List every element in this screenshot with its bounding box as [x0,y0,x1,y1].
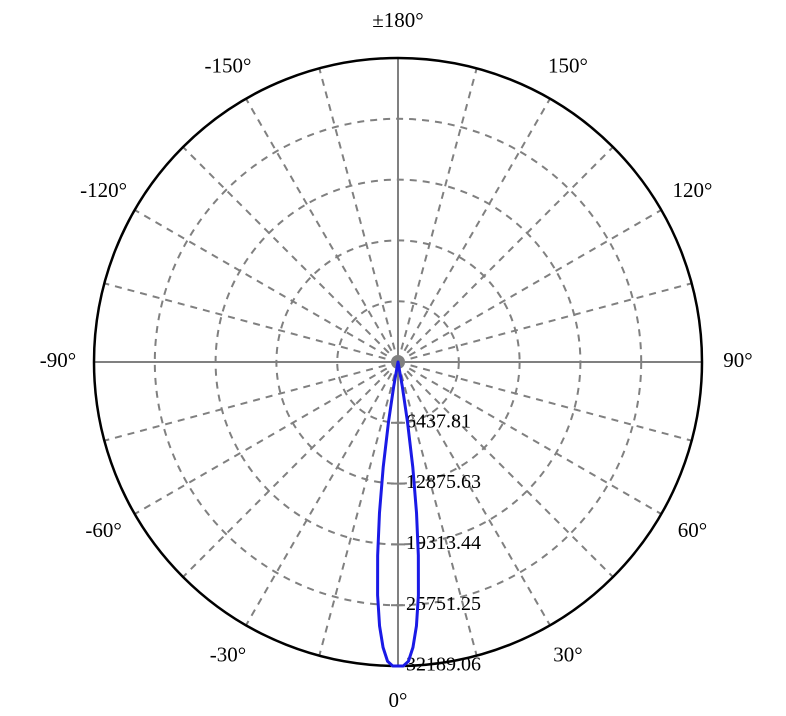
angle-label: -150° [205,53,252,77]
angle-label: -30° [210,642,246,666]
radial-tick-label: 6437.81 [406,410,471,432]
angle-label: 120° [672,178,712,202]
angle-label: 60° [678,518,707,542]
angle-label: 30° [553,642,582,666]
polar-chart: 6437.8112875.6319313.4425751.2532189.060… [0,0,786,716]
angle-label: -60° [85,518,121,542]
angle-label: 0° [389,688,408,712]
angle-label: 90° [723,348,752,372]
angle-label: 150° [548,53,588,77]
angle-label: -120° [80,178,127,202]
angle-label: ±180° [372,8,423,32]
angle-label: -90° [40,348,76,372]
radial-tick-label: 12875.63 [406,471,481,493]
radial-tick-label: 32189.06 [406,654,481,676]
